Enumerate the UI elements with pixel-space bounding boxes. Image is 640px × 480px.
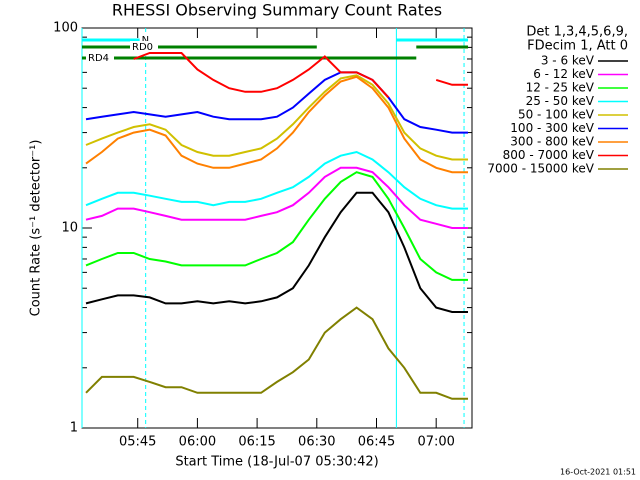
x-tick-label: 06:45 <box>358 435 395 450</box>
flag-label: RD4 <box>88 53 109 64</box>
legend-label: 25 - 50 keV <box>526 94 595 108</box>
x-tick-label: 06:30 <box>298 435 335 450</box>
x-tick-label: 06:15 <box>238 435 275 450</box>
legend-header: Det 1,3,4,5,6,9, <box>526 25 628 40</box>
series-line <box>85 74 468 161</box>
flag-label: RD0 <box>132 42 153 53</box>
footer: 16-Oct-2021 01:51 <box>560 468 636 477</box>
series-line <box>133 52 468 99</box>
x-tick-label: 06:00 <box>179 435 216 450</box>
legend-header: FDecim 1, Att 0 <box>527 39 628 54</box>
x-tick-label: 07:00 <box>417 435 454 450</box>
legend-label: 100 - 300 keV <box>510 121 594 135</box>
legend-label: 7000 - 15000 keV <box>487 162 594 176</box>
series-line <box>85 191 468 313</box>
legend-label: 800 - 7000 keV <box>503 148 595 162</box>
legend-label: 3 - 6 keV <box>541 54 595 68</box>
series-line <box>85 171 468 281</box>
legend-label: 50 - 100 keV <box>518 108 595 122</box>
series-line <box>85 150 468 210</box>
series-line <box>85 306 468 400</box>
y-tick-label: 100 <box>53 21 78 36</box>
legend-label: 12 - 25 keV <box>526 81 595 95</box>
flag-label-bg <box>86 52 114 64</box>
y-tick-label: 10 <box>61 221 78 236</box>
y-axis-label: Count Rate (s⁻¹ detector⁻¹) <box>29 140 44 317</box>
series-line <box>85 71 468 134</box>
x-tick-label: 05:45 <box>119 435 156 450</box>
x-axis-label: Start Time (18-Jul-07 05:30:42) <box>175 455 378 470</box>
chart-title: RHESSI Observing Summary Count Rates <box>112 1 442 20</box>
series-line <box>85 75 468 174</box>
flag-label: N <box>142 35 149 46</box>
series-line <box>85 166 468 229</box>
y-tick-label: 1 <box>70 421 78 436</box>
legend-label: 300 - 800 keV <box>510 135 594 149</box>
legend-label: 6 - 12 keV <box>533 67 595 81</box>
flag-label-bg <box>130 41 158 53</box>
